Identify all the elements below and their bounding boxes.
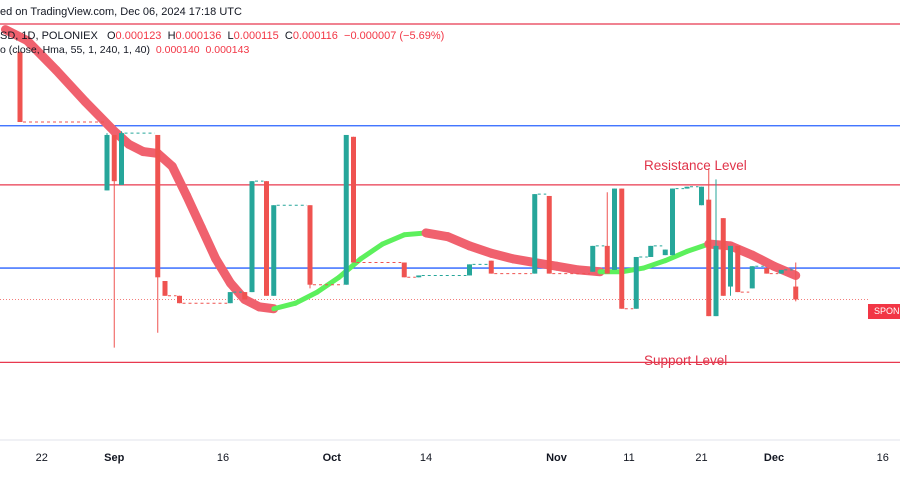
candle-body: [706, 199, 712, 317]
candle-body: [684, 186, 690, 189]
candle-body: [633, 256, 639, 309]
candle-body: [351, 136, 356, 263]
ma-segment: [196, 222, 221, 264]
symbol-ohlc-line: SD, 1D, POLONIEX O0.000123 H0.000136 L0.…: [0, 30, 444, 42]
candle-body: [662, 249, 668, 256]
candle-body: [546, 195, 552, 274]
candle-body: [735, 245, 741, 293]
symbol-text: SD, 1D, POLONIEX: [0, 30, 98, 42]
ma-segment: [641, 258, 668, 271]
candle-body: [242, 292, 248, 300]
x-tick-label: Sep: [104, 452, 124, 464]
candle-body: [604, 245, 610, 274]
ma-segment: [182, 191, 206, 232]
x-tick-label: 14: [420, 452, 432, 464]
low-value: 0.000115: [233, 30, 279, 42]
x-tick-label: 16: [877, 452, 889, 464]
indicator-value-2: 0.000143: [205, 44, 250, 56]
candle-body: [713, 245, 719, 317]
ma-segment: [358, 241, 385, 262]
candle-body: [778, 269, 784, 274]
x-tick-label: Nov: [546, 452, 568, 464]
indicator-value-1: 0.000140: [155, 44, 200, 56]
high-label: H: [167, 30, 176, 42]
candle-body: [699, 186, 704, 206]
ma-segment: [293, 289, 320, 306]
candle-body: [416, 275, 422, 278]
candle-body: [17, 51, 23, 123]
open-value: 0.000123: [115, 30, 162, 42]
ma-segment: [80, 97, 119, 136]
low-label: L: [227, 30, 234, 42]
close-value: 0.000116: [292, 30, 338, 42]
candle-body: [648, 245, 654, 257]
ma-segment: [51, 65, 90, 107]
ma-segment: [336, 256, 364, 280]
x-tick-label: 22: [36, 452, 48, 464]
price-badge[interactable]: SPON: [868, 304, 900, 319]
candle-body: [104, 134, 110, 191]
candle-body: [612, 188, 617, 270]
ma-segment: [22, 36, 61, 75]
ma-segment: [211, 254, 235, 288]
published-line: ed on TradingView.com, Dec 06, 2024 17:1…: [0, 6, 242, 18]
resistance-level-label: Resistance Level: [644, 158, 747, 173]
ma-segment: [167, 161, 192, 201]
open-label: O: [106, 30, 116, 42]
x-tick-label: 11: [623, 452, 634, 464]
candle-body: [249, 181, 255, 293]
candle-body: [119, 133, 124, 185]
candle-body: [749, 266, 755, 289]
candle-body: [177, 295, 182, 304]
ma-segment: [573, 265, 605, 277]
candle-body: [467, 264, 472, 276]
indicator-text: o (close, Hma, 55, 1, 240, 1, 40): [0, 44, 150, 56]
candle-body: [590, 245, 596, 272]
candle-body: [343, 134, 349, 285]
x-tick-label: Oct: [323, 452, 342, 464]
candle-body: [227, 292, 233, 304]
candle-body: [488, 260, 494, 274]
ma-segment: [380, 232, 407, 247]
candle-body: [728, 245, 733, 287]
x-tick-label: 21: [695, 452, 707, 464]
candle-body: [793, 286, 799, 300]
high-value: 0.000136: [175, 30, 222, 42]
support-level-label: Support Level: [644, 353, 728, 368]
candle-body: [162, 281, 168, 296]
candle-body: [307, 205, 313, 285]
candle-body: [111, 134, 117, 182]
published-text: ed on TradingView.com, Dec 06, 2024 17:1…: [0, 6, 242, 18]
ma-segment: [271, 300, 298, 312]
ma-segment: [662, 248, 690, 264]
candle-body: [401, 262, 407, 278]
indicator-line: o (close, Hma, 55, 1, 240, 1, 40) 0.0001…: [0, 44, 249, 56]
candle-body: [619, 188, 625, 309]
candle-body: [764, 268, 770, 274]
candle-body: [155, 134, 161, 278]
x-tick-label: 16: [217, 452, 229, 464]
candle-body: [264, 181, 269, 296]
ma-segment: [619, 265, 646, 275]
change-value: −0.000007 (−5.69%): [344, 30, 445, 42]
candle-body: [271, 205, 277, 296]
candle-body: [720, 218, 726, 296]
x-tick-label: Dec: [764, 452, 784, 464]
candle-body: [532, 194, 538, 274]
candle-body: [670, 188, 675, 256]
close-label: C: [284, 30, 293, 42]
ma-segment: [769, 261, 801, 280]
ma-segment: [314, 274, 342, 295]
